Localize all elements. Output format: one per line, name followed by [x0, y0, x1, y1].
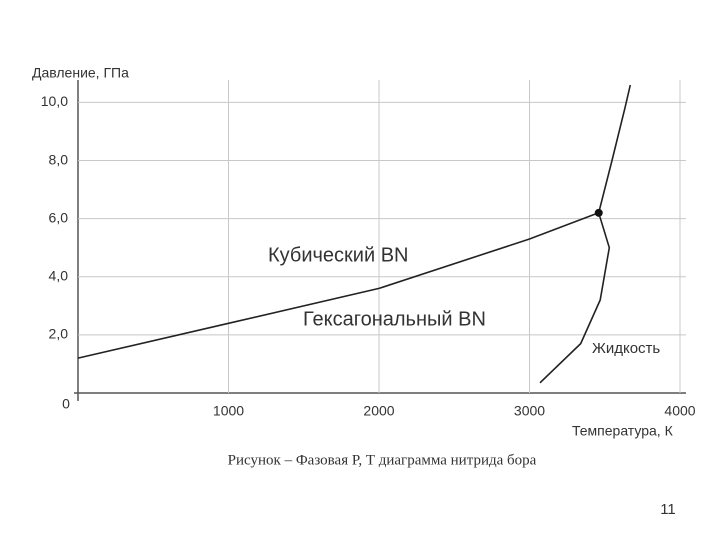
caption: Рисунок – Фазовая Р, Т диаграмма нитрида…	[228, 452, 537, 468]
y-tick-label: 8,0	[49, 151, 69, 167]
phase-boundary	[597, 84, 632, 213]
y-tick-label: 10,0	[41, 93, 68, 109]
y-tick-label: 6,0	[49, 209, 69, 225]
x-tick-label: 3000	[514, 403, 545, 419]
annotation: Жидкость	[592, 340, 660, 357]
annotation: Гексагональный BN	[303, 308, 486, 330]
phase-boundary	[77, 212, 599, 359]
page-number: 11	[660, 501, 676, 518]
x-tick-label: 0	[62, 396, 70, 412]
y-tick-label: 2,0	[49, 326, 69, 342]
x-tick-label: 1000	[213, 403, 244, 419]
y-tick-label: 4,0	[49, 267, 69, 283]
x-tick-label: 4000	[664, 403, 695, 419]
triple-point	[594, 208, 603, 217]
phase-boundary	[539, 212, 611, 384]
x-tick-label: 2000	[363, 403, 394, 419]
x-axis-title: Температура, К	[572, 423, 674, 439]
annotation: Кубический BN	[268, 244, 408, 266]
y-axis-title: Давление, ГПа	[32, 65, 129, 81]
